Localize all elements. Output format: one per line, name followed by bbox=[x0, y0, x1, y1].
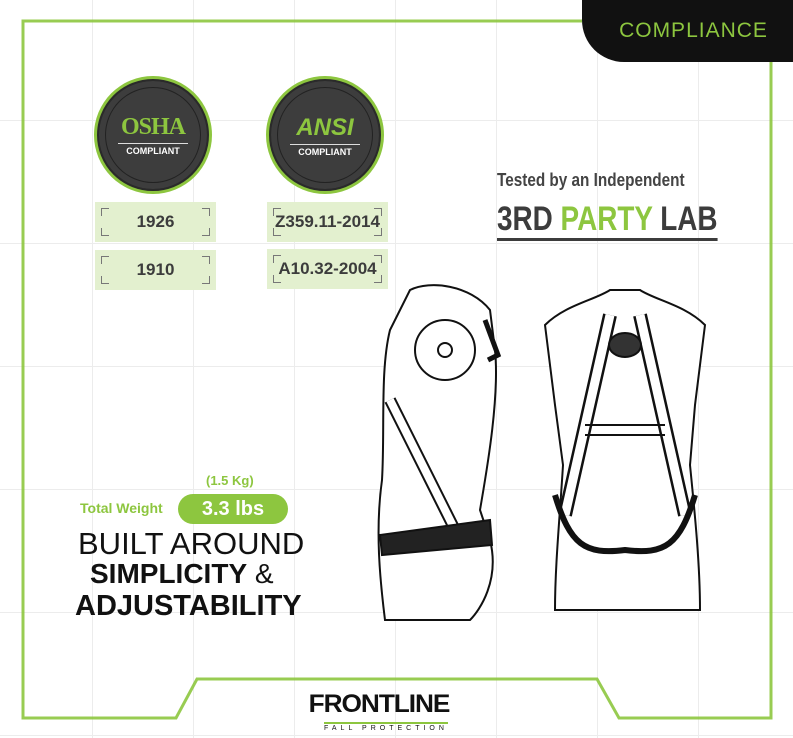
ansi-compliant: COMPLIANT bbox=[290, 143, 360, 157]
weight-value-pill: 3.3 lbs bbox=[178, 494, 288, 524]
frontline-logo-sub: FALL PROTECTION bbox=[324, 722, 448, 732]
frontline-logo: FRONTLINE bbox=[308, 690, 451, 718]
tagline-line2: SIMPLICITY & bbox=[90, 558, 274, 589]
harness-back-view-illustration bbox=[543, 289, 707, 611]
standard-ansi-a10: A10.32-2004 bbox=[267, 249, 388, 289]
total-weight-label: Total Weight bbox=[80, 500, 163, 516]
osha-compliant: COMPLIANT bbox=[118, 143, 188, 156]
ansi-logo-text: ANSI bbox=[296, 113, 354, 141]
standard-osha-1926: 1926 bbox=[95, 202, 216, 242]
tagline-line1: BUILT AROUND bbox=[78, 526, 305, 561]
osha-badge: OSHA COMPLIANT bbox=[94, 76, 212, 194]
ansi-badge: ANSI COMPLIANT bbox=[266, 76, 384, 194]
harness-side-view-illustration bbox=[377, 284, 502, 621]
weight-metric: (1.5 Kg) bbox=[206, 473, 254, 488]
tagline-line3: ADJUSTABILITY bbox=[75, 590, 302, 622]
tested-by-text: Tested by an Independent bbox=[497, 170, 685, 190]
compliance-tab: COMPLIANCE bbox=[582, 0, 793, 62]
standard-ansi-z359: Z359.11-2014 bbox=[267, 202, 388, 242]
standard-osha-1910: 1910 bbox=[95, 250, 216, 290]
osha-logo-text: OSHA bbox=[120, 114, 186, 140]
third-party-lab-heading: 3RD PARTY LAB bbox=[497, 200, 718, 241]
